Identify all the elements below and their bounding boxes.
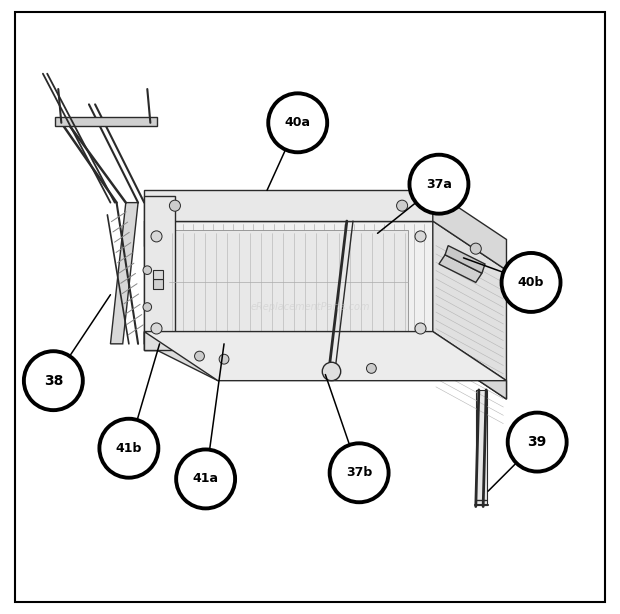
Circle shape — [151, 231, 162, 242]
Circle shape — [470, 243, 481, 254]
Polygon shape — [144, 332, 218, 381]
Circle shape — [24, 351, 83, 410]
Circle shape — [99, 419, 158, 478]
Circle shape — [502, 253, 560, 312]
Polygon shape — [439, 255, 482, 282]
Text: 40a: 40a — [285, 116, 311, 130]
Polygon shape — [433, 221, 507, 295]
Polygon shape — [153, 279, 162, 289]
Polygon shape — [144, 221, 507, 270]
Circle shape — [176, 449, 235, 508]
Polygon shape — [153, 270, 162, 279]
Text: 38: 38 — [43, 374, 63, 387]
Text: 40b: 40b — [518, 276, 544, 289]
Circle shape — [415, 323, 426, 334]
Polygon shape — [144, 332, 433, 350]
Polygon shape — [169, 230, 408, 335]
Polygon shape — [144, 190, 433, 221]
Polygon shape — [433, 332, 507, 399]
Polygon shape — [445, 246, 485, 273]
Circle shape — [409, 155, 469, 214]
Text: 41a: 41a — [193, 472, 219, 486]
Circle shape — [397, 200, 407, 211]
Text: 37a: 37a — [426, 177, 452, 191]
Text: 39: 39 — [528, 435, 547, 449]
Circle shape — [151, 323, 162, 334]
Circle shape — [268, 93, 327, 152]
Polygon shape — [144, 332, 507, 381]
Polygon shape — [433, 190, 507, 270]
Circle shape — [322, 362, 341, 381]
Polygon shape — [144, 196, 175, 350]
Polygon shape — [433, 221, 507, 399]
Circle shape — [415, 231, 426, 242]
Circle shape — [143, 266, 151, 274]
Polygon shape — [55, 117, 156, 126]
Polygon shape — [110, 203, 138, 344]
Circle shape — [195, 351, 205, 361]
Text: 37b: 37b — [346, 466, 372, 480]
Text: 41b: 41b — [116, 441, 142, 455]
Circle shape — [508, 413, 567, 472]
Circle shape — [143, 303, 151, 311]
Polygon shape — [144, 221, 433, 246]
Circle shape — [330, 443, 389, 502]
Polygon shape — [144, 221, 433, 350]
Circle shape — [366, 363, 376, 373]
Polygon shape — [476, 390, 487, 505]
Circle shape — [169, 200, 180, 211]
Text: eReplacementParts.com: eReplacementParts.com — [250, 302, 370, 312]
Circle shape — [219, 354, 229, 364]
